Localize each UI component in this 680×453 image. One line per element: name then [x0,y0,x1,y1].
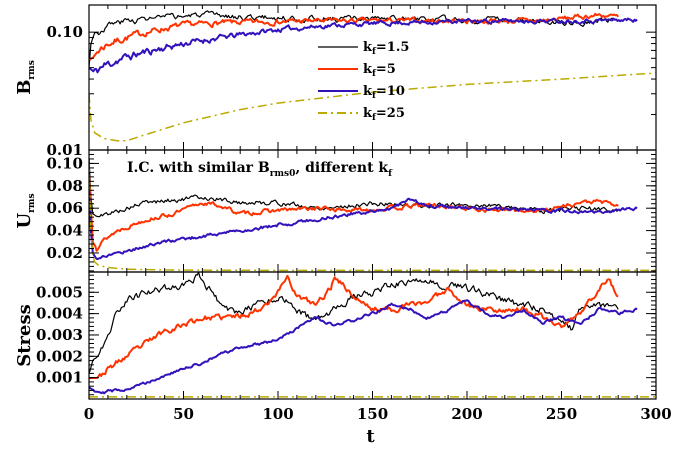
panel-middle: 0.02 0.04 0.06 0.08 0.10 Urms I.C. with simila… [14,149,657,273]
y-tick-label: 0.04 [46,222,83,240]
y-tick-label: 0.08 [46,177,83,195]
y-tick-label: 0.01 [46,141,83,159]
panel-top: 0.01 0.10 Brms kf=1.5 kf=5 kf=10 kf=25 [14,4,657,159]
legend: kf=1.5 kf=5 kf=10 kf=25 [318,40,409,123]
series-line-middle-kf5 [89,174,619,252]
series-line-top-kf25 [89,72,656,142]
x-tick-label: 150 [357,405,388,423]
x-tick-label: 300 [640,405,671,423]
series-line-top-kf10 [89,17,638,74]
y-tick-label: 0.002 [36,347,83,365]
y-tick-label: 0.003 [36,326,83,344]
y-tick-label: 0.005 [36,283,83,301]
series-line-middle-kf25 [89,163,656,272]
y-axis-label: Brms [14,60,37,95]
series-line-middle-kf10 [89,185,638,260]
series-line-bottom-kf1.5 [89,272,619,375]
x-tick-label: 0 [84,405,94,423]
panel-frame [88,271,657,400]
panel-annotation: I.C. with similar Brms0, different kf [127,160,393,179]
x-tick-label: 100 [262,405,293,423]
x-axis-label: t [366,426,375,447]
legend-label: kf=10 [363,84,405,101]
y-tick-label: 0.10 [46,23,83,41]
series-line-middle-kf1.5 [89,157,619,218]
x-tick-label: 250 [546,405,577,423]
y-axis-label: Stress [14,304,35,367]
y-tick-label: 0.06 [46,199,83,217]
x-tick-label: 200 [451,405,482,423]
y-tick-label: 0.004 [36,305,83,323]
x-tick-label: 50 [173,405,194,423]
legend-label: kf=25 [363,106,405,123]
series-line-bottom-kf10 [89,299,638,395]
legend-label: kf=5 [363,62,396,79]
series-line-bottom-kf5 [89,274,619,380]
legend-label: kf=1.5 [363,40,409,57]
y-axis-label: Urms [14,193,37,228]
y-tick-label: 0.10 [46,154,83,172]
y-tick-label: 0.001 [36,369,83,387]
y-tick-label: 0.02 [46,244,83,262]
